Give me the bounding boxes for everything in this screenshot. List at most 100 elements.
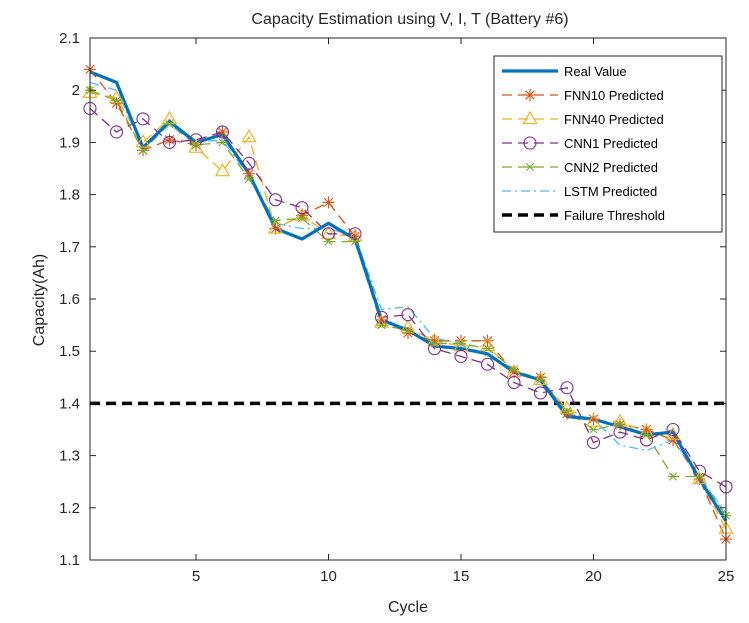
legend-label: LSTM Predicted [564, 184, 657, 199]
marker-cnn2-predicted [456, 339, 466, 348]
x-tick-label: 10 [320, 568, 337, 585]
marker-cnn1-predicted [109, 125, 124, 139]
x-axis-label: Cycle [388, 599, 428, 616]
marker-fnn40-predicted [320, 225, 337, 239]
marker-cnn2-predicted [323, 237, 334, 246]
marker-cnn2-predicted [694, 472, 705, 481]
axis-ticks: 5 10 15 20 25 1.1 1.2 1.3 1.4 1.5 1.6 1.7 1.8 1.9 2 2.1 [59, 30, 734, 585]
y-tick-label: 1.7 [59, 239, 80, 256]
marker-fnn10-predicted [481, 334, 494, 347]
marker-cnn1-predicted [666, 422, 680, 437]
legend-label: FNN40 Predicted [564, 112, 664, 127]
series-line-cnn1-predicted [89, 108, 727, 488]
marker-cnn1-predicted [427, 342, 442, 356]
marker-cnn1-predicted [321, 227, 336, 241]
legend-box [493, 55, 723, 233]
y-tick-label: 1.2 [59, 500, 80, 517]
marker-cnn1-predicted [401, 308, 415, 322]
y-tick-label: 1.4 [59, 395, 80, 412]
marker-fnn10-predicted [322, 196, 335, 209]
marker-fnn40-predicted [267, 220, 284, 234]
marker-fnn40-predicted [214, 163, 231, 177]
legend-marker [522, 110, 538, 125]
legend-label: CNN2 Predicted [564, 160, 658, 175]
marker-cnn1-predicted [374, 310, 389, 324]
marker-cnn2-predicted [668, 472, 678, 481]
legend-label: Real Value [564, 64, 627, 79]
marker-cnn1-predicted [480, 357, 495, 371]
marker-cnn1-predicted [189, 133, 203, 147]
marker-cnn2-predicted [615, 420, 625, 429]
marker-cnn1-predicted [692, 464, 707, 478]
marker-fnn10-predicted [667, 433, 679, 446]
marker-cnn2-predicted [164, 119, 175, 129]
x-tick-label: 15 [453, 568, 470, 585]
marker-cnn1-predicted [613, 425, 627, 439]
legend-marker [525, 162, 535, 172]
marker-fnn10-predicted [587, 413, 600, 426]
y-tick-label: 1.1 [59, 552, 80, 569]
marker-cnn1-predicted [162, 135, 177, 149]
marker-fnn10-predicted [455, 334, 467, 347]
marker-cnn2-predicted [562, 407, 572, 416]
marker-cnn1-predicted [268, 193, 283, 207]
y-tick-label: 1.3 [59, 448, 80, 465]
y-tick-label: 2.1 [59, 30, 80, 47]
series-markers [82, 63, 734, 546]
y-axis-label: Capacity(Ah) [31, 254, 48, 346]
marker-cnn2-predicted [217, 138, 228, 147]
y-tick-label: 2 [72, 82, 80, 99]
marker-cnn2-predicted [244, 174, 254, 184]
marker-fnn40-predicted [532, 371, 549, 386]
y-tick-label: 1.8 [59, 187, 80, 204]
marker-cnn2-predicted [350, 237, 360, 246]
legend-label: Failure Threshold [564, 208, 665, 223]
marker-cnn1-predicted [215, 125, 230, 139]
marker-cnn1-predicted [639, 433, 654, 447]
marker-fnn40-predicted [188, 139, 204, 153]
marker-cnn2-predicted [588, 425, 599, 434]
marker-cnn2-predicted [111, 96, 122, 105]
marker-cnn2-predicted [641, 430, 652, 439]
marker-cnn2-predicted [429, 339, 440, 348]
marker-cnn2-predicted [270, 216, 281, 225]
marker-cnn2-predicted [403, 326, 413, 335]
marker-cnn2-predicted [535, 375, 546, 385]
marker-cnn1-predicted [242, 156, 256, 170]
marker-cnn1-predicted [507, 375, 521, 390]
marker-fnn40-predicted [241, 129, 257, 143]
legend: Real Value FNN10 Predicted FNN40 Predicted… [493, 55, 723, 233]
legend-label: CNN1 Predicted [564, 136, 658, 151]
marker-cnn1-predicted [533, 386, 548, 400]
marker-cnn1-predicted [348, 227, 362, 241]
y-tick-label: 1.5 [59, 343, 80, 360]
marker-cnn2-predicted [482, 344, 493, 353]
chart-title: Capacity Estimation using V, I, T (Batte… [251, 11, 568, 28]
marker-cnn2-predicted [297, 213, 307, 223]
legend-label: FNN10 Predicted [564, 88, 664, 103]
marker-fnn40-predicted [665, 426, 681, 440]
legend-marker [524, 89, 536, 101]
y-tick-label: 1.6 [59, 291, 80, 308]
marker-cnn1-predicted [454, 349, 468, 363]
marker-cnn1-predicted [560, 381, 574, 395]
marker-cnn1-predicted [136, 112, 150, 126]
x-tick-label: 25 [718, 568, 735, 585]
marker-fnn40-predicted [691, 470, 708, 485]
marker-fnn40-predicted [135, 134, 151, 148]
marker-cnn2-predicted [191, 140, 201, 150]
marker-cnn1-predicted [295, 201, 309, 215]
marker-fnn40-predicted [585, 413, 602, 427]
marker-fnn10-predicted [110, 97, 123, 110]
legend-marker [523, 136, 537, 150]
marker-fnn10-predicted [163, 133, 176, 146]
marker-cnn2-predicted [376, 320, 387, 330]
x-tick-label: 20 [585, 568, 602, 585]
marker-cnn2-predicted [509, 365, 519, 374]
y-tick-label: 1.9 [59, 134, 80, 151]
marker-fnn10-predicted [216, 125, 229, 138]
marker-cnn1-predicted [586, 435, 601, 450]
x-tick-label: 5 [192, 568, 200, 585]
marker-cnn2-predicted [138, 146, 148, 155]
